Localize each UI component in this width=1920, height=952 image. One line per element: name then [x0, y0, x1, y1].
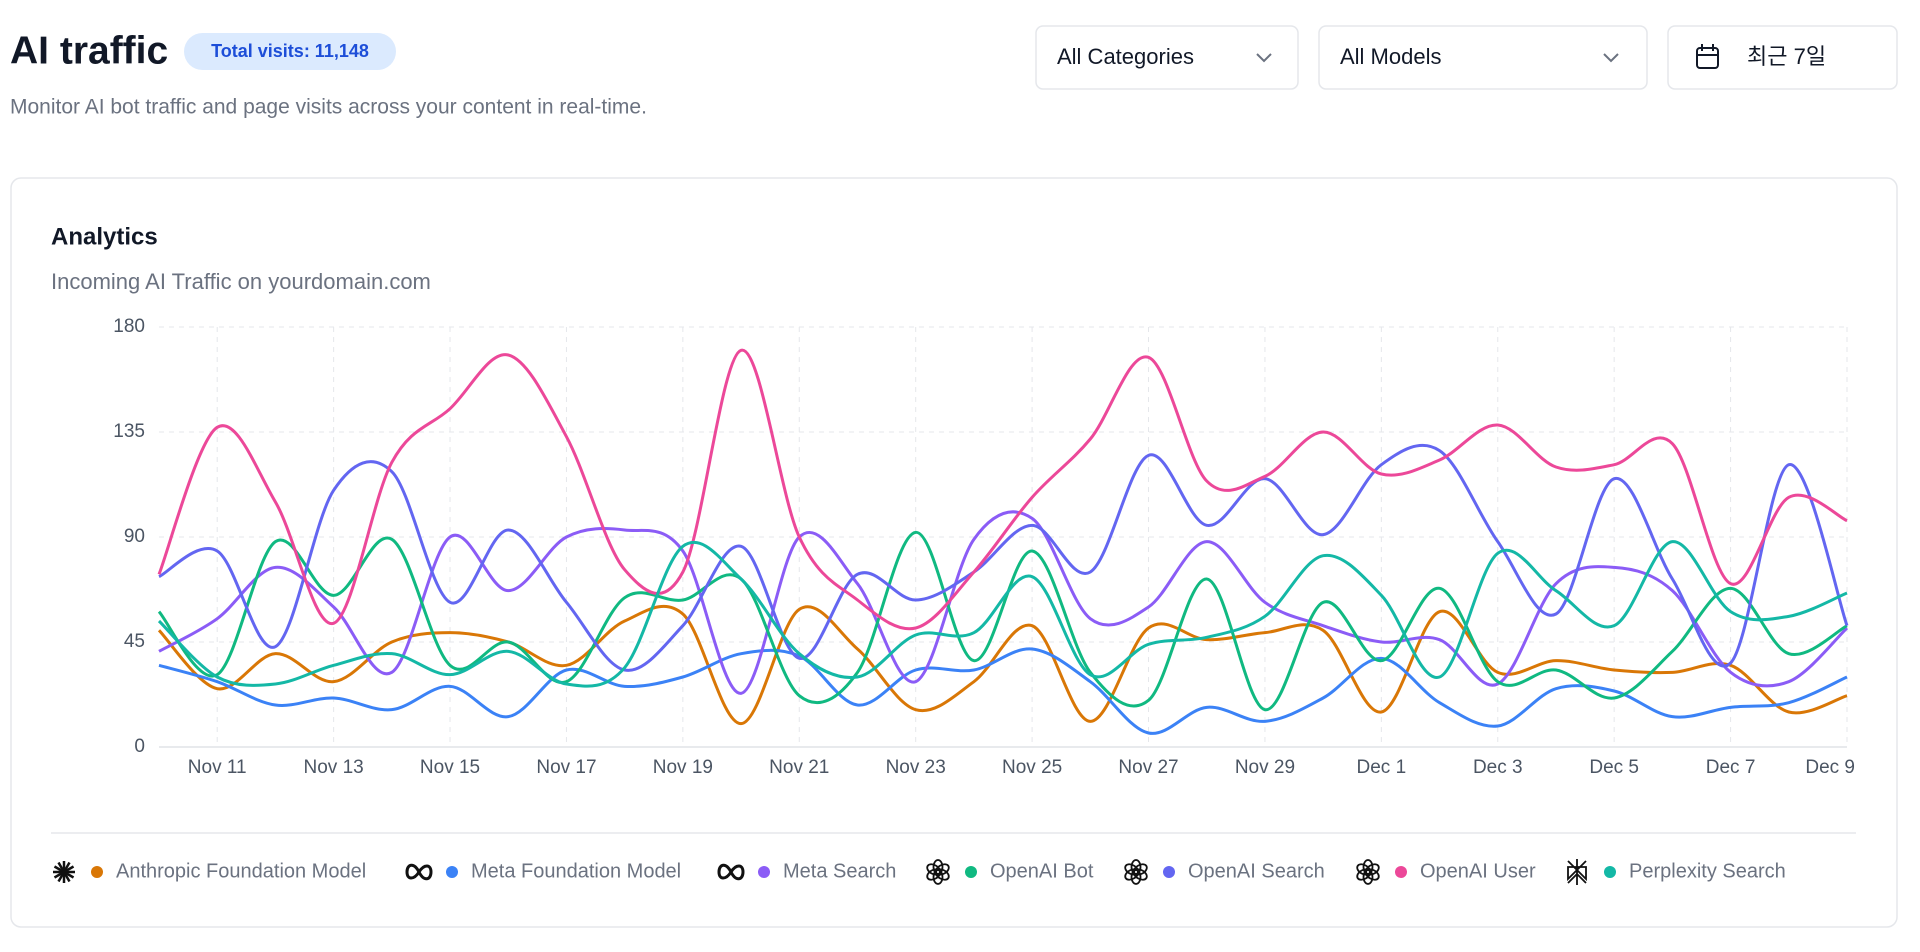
legend-label: Meta Search	[783, 860, 896, 882]
series-line	[157, 604, 1848, 726]
x-tick-label: Dec 7	[1706, 757, 1756, 778]
card-title: Analytics	[51, 223, 158, 250]
icon-stroke	[717, 863, 745, 881]
model-dropdown[interactable]: All Models	[1318, 25, 1648, 90]
total-badge: Total visits: 11,148	[211, 41, 369, 61]
x-tick-label: Dec 3	[1473, 757, 1523, 778]
legend-icon	[405, 863, 433, 881]
legend-icon	[53, 861, 75, 883]
icon-stroke	[1567, 859, 1587, 885]
x-tick-label: Dec 9	[1805, 757, 1855, 778]
analytics-card	[10, 177, 1898, 928]
legend-label: OpenAI Search	[1188, 860, 1325, 882]
x-tick-label: Nov 15	[420, 757, 480, 778]
date-picker[interactable]: 최근 7일	[1667, 25, 1898, 90]
legend-label: Anthropic Foundation Model	[116, 860, 366, 882]
legend-label: OpenAI Bot	[990, 860, 1094, 882]
series-line	[158, 443, 1849, 672]
page-title: AI traffic	[10, 29, 168, 72]
series-line	[157, 540, 1848, 688]
x-tick-label: Nov 27	[1118, 757, 1178, 778]
legend-swatch	[758, 866, 770, 878]
icon-stroke	[1356, 863, 1372, 876]
x-tick-label: Nov 17	[536, 757, 596, 778]
y-tick-label: 90	[124, 526, 145, 547]
legend-icon	[926, 859, 950, 885]
icon-stroke	[53, 865, 75, 879]
y-tick-label: 45	[124, 631, 145, 652]
date-range-label: 최근 7일	[1747, 44, 1826, 69]
series-line	[158, 647, 1848, 735]
dropdown-label: All Categories	[1057, 44, 1194, 69]
y-tick-label: 0	[134, 736, 145, 757]
legend-icon	[1124, 859, 1148, 885]
legend-swatch	[1163, 866, 1175, 878]
y-tick-label: 180	[113, 316, 145, 337]
legend-icon	[1356, 859, 1380, 885]
legend-swatch	[91, 866, 103, 878]
page-subtitle: Monitor AI bot traffic and page visits a…	[10, 96, 647, 119]
dropdown-label: All Models	[1340, 44, 1441, 69]
x-tick-label: Dec 1	[1357, 757, 1407, 778]
legend-label: OpenAI User	[1420, 860, 1536, 882]
x-tick-label: Nov 29	[1235, 757, 1295, 778]
icon-stroke	[926, 863, 942, 876]
icon-stroke	[1124, 863, 1140, 876]
category-dropdown[interactable]: All Categories	[1035, 25, 1299, 90]
legend-label: Meta Foundation Model	[471, 860, 681, 882]
legend-swatch	[1395, 866, 1407, 878]
x-tick-label: Nov 19	[653, 757, 713, 778]
legend-icon	[1567, 859, 1587, 885]
legend-label: Perplexity Search	[1629, 860, 1786, 882]
icon-stroke	[405, 863, 433, 881]
series-line	[157, 530, 1848, 712]
series-line	[158, 510, 1849, 695]
legend-swatch	[446, 866, 458, 878]
x-tick-label: Nov 11	[188, 757, 247, 778]
y-tick-label: 135	[113, 421, 145, 442]
badge-bg	[184, 33, 396, 70]
legend-swatch	[965, 866, 977, 878]
x-tick-label: Nov 25	[1002, 757, 1062, 778]
x-tick-label: Nov 13	[304, 757, 364, 778]
legend-swatch	[1604, 866, 1616, 878]
x-tick-label: Dec 5	[1589, 757, 1639, 778]
x-tick-label: Nov 23	[886, 757, 946, 778]
x-tick-label: Nov 21	[769, 757, 829, 778]
card-subtitle: Incoming AI Traffic on yourdomain.com	[51, 269, 431, 294]
series-line	[157, 348, 1848, 631]
legend-icon	[717, 863, 745, 881]
